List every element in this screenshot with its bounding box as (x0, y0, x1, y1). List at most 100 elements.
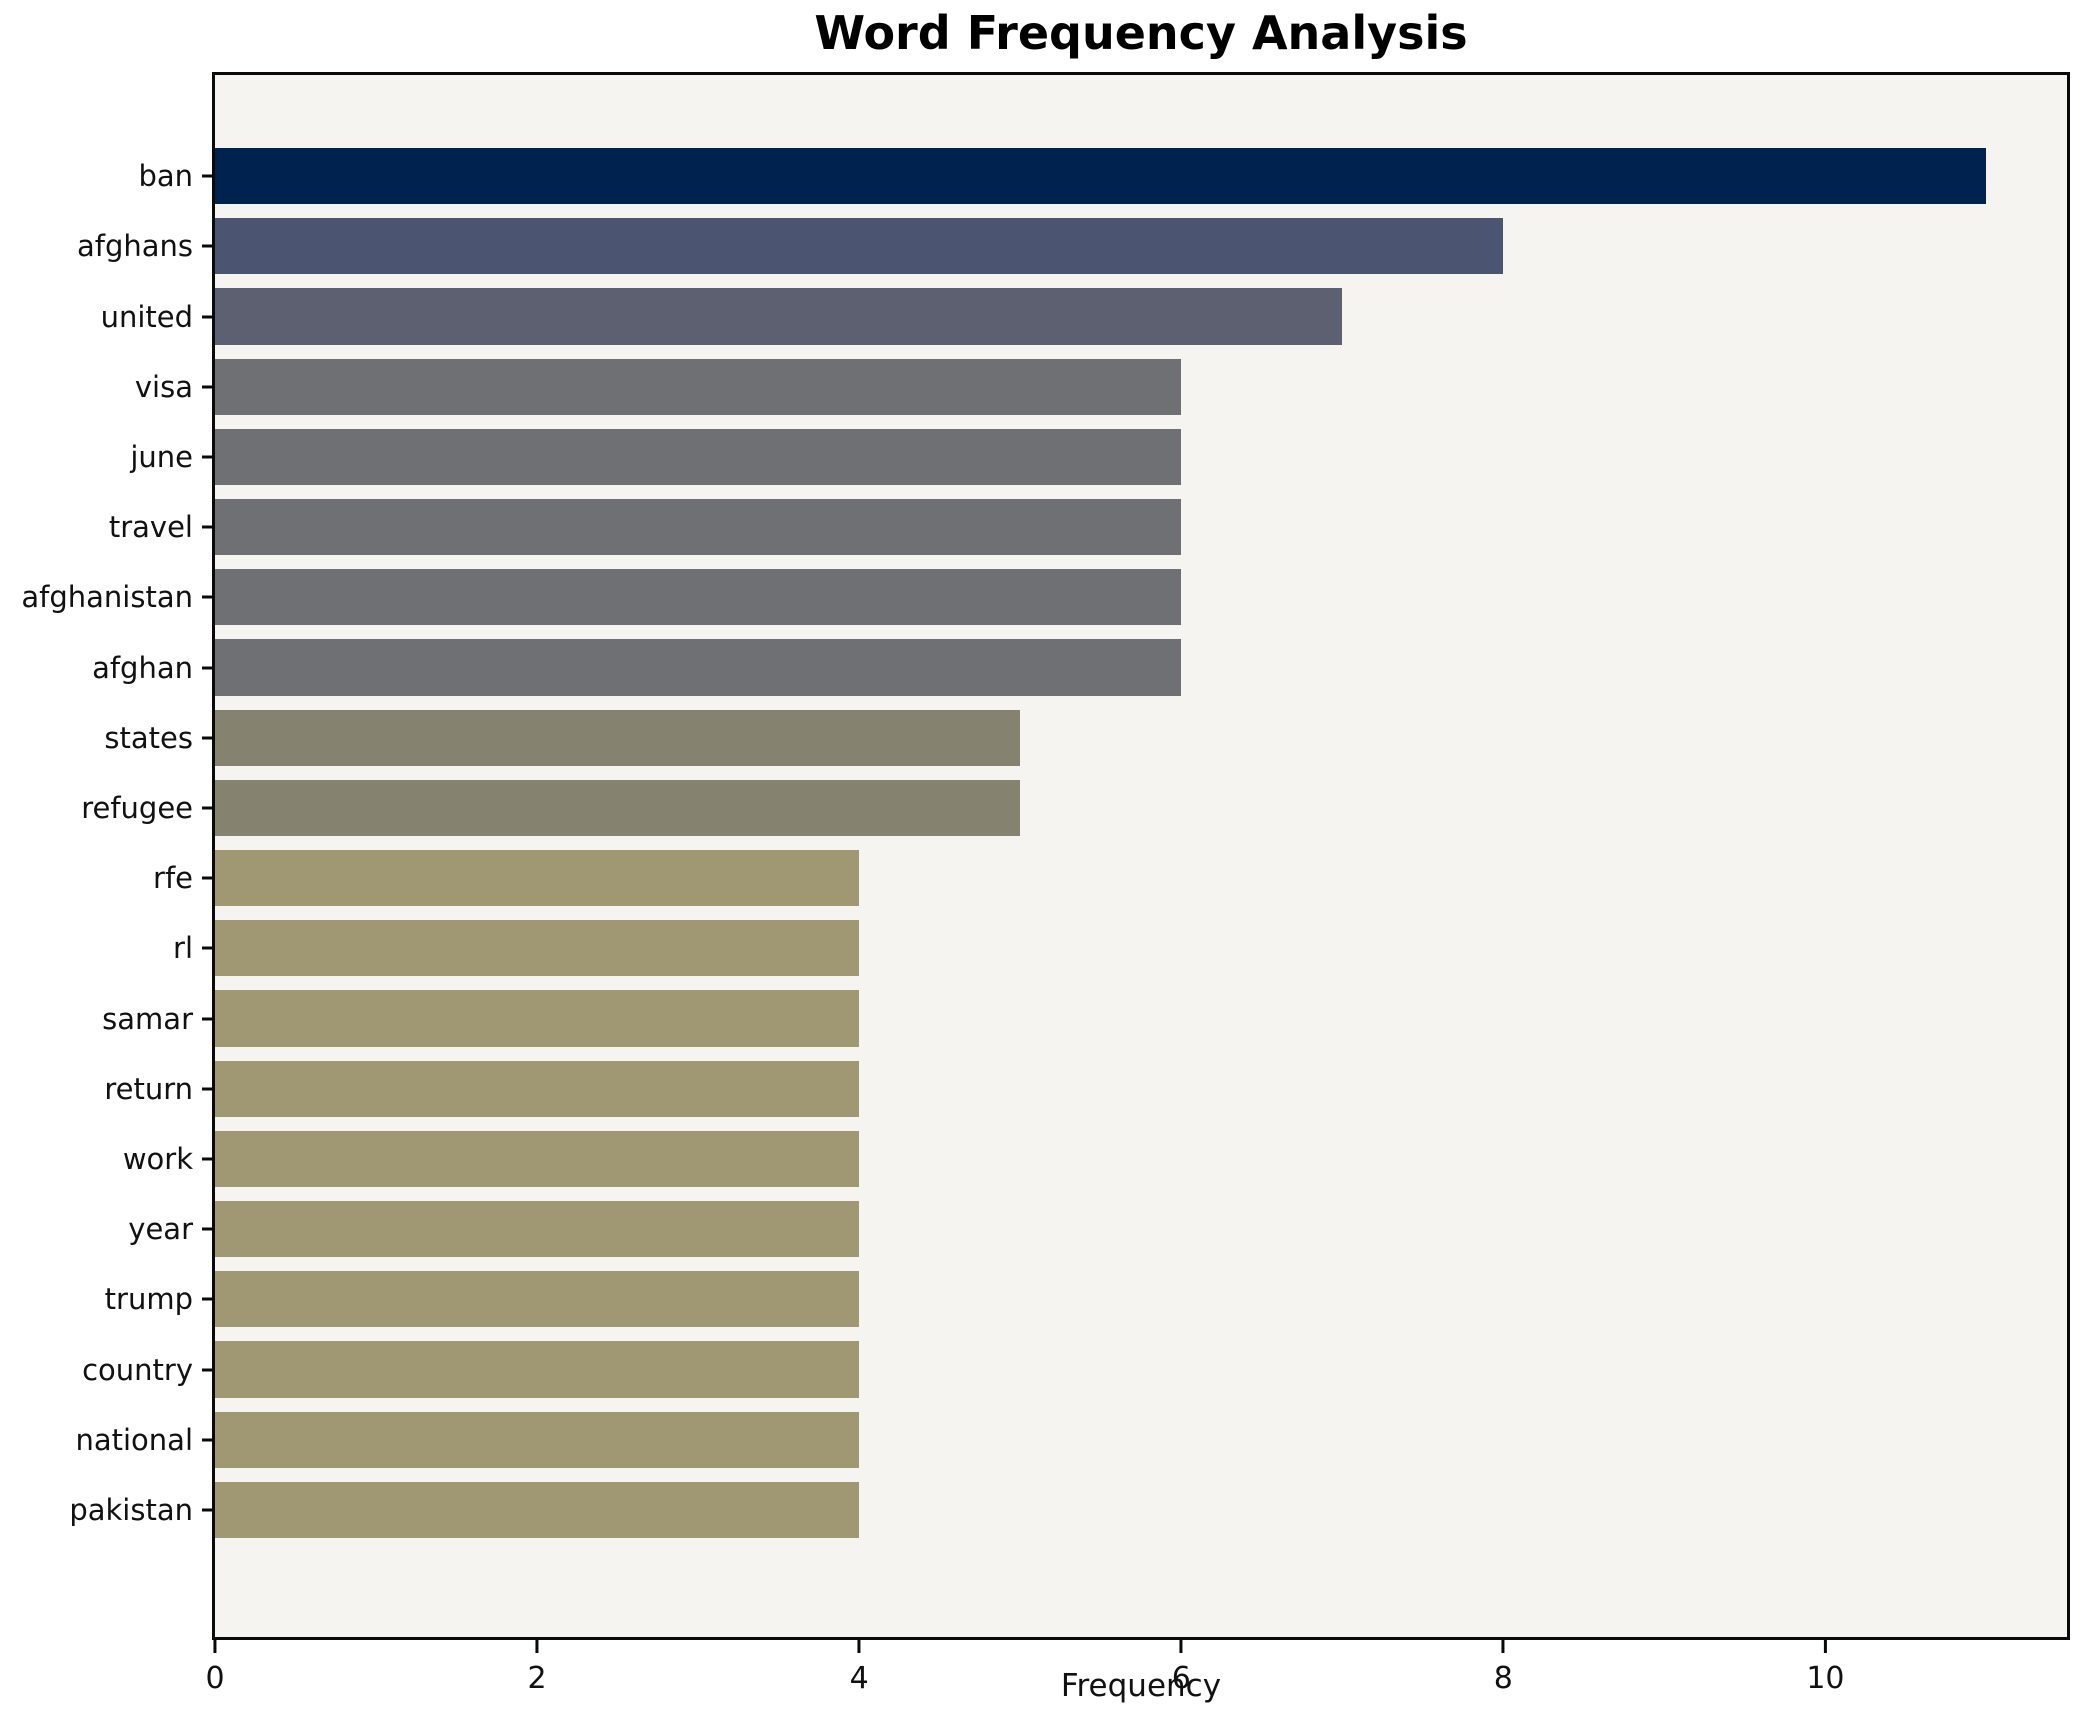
x-tick-mark (1823, 1640, 1827, 1653)
bar-row: ban (138, 141, 2067, 211)
x-tick-label: 8 (1493, 1661, 1513, 1696)
bar-return (215, 1060, 860, 1117)
x-tick-label: 0 (205, 1661, 225, 1696)
bar-row: country (82, 1334, 2067, 1404)
x-tick: 10 (1806, 1640, 1845, 1696)
x-tick: 8 (1494, 1640, 1513, 1696)
y-tick-label: afghanistan (21, 580, 193, 615)
bar-row: refugee (81, 773, 2067, 843)
bar-rows: ban afghans united visa june travel afghanista… (21, 75, 2067, 1637)
y-tick-label: year (128, 1212, 193, 1247)
y-tick-mark (202, 1227, 212, 1231)
bar-afghanistan (215, 569, 1182, 626)
x-tick: 2 (528, 1640, 547, 1696)
x-tick-mark (213, 1640, 217, 1653)
y-tick-mark (202, 315, 212, 318)
bar-refugee (215, 779, 1021, 836)
y-tick-label: samar (102, 1001, 193, 1036)
x-tick-mark (535, 1640, 539, 1653)
y-tick-mark (202, 1157, 212, 1161)
y-tick-label: country (82, 1352, 193, 1387)
y-tick-mark (202, 736, 212, 740)
x-ticks: 0 2 4 6 8 10 (205, 1637, 2067, 1697)
bar-row: national (75, 1405, 2067, 1475)
x-tick-label: 4 (849, 1661, 869, 1696)
plot-area: ban afghans united visa june travel afghanista… (21, 72, 2070, 1696)
bar-june (215, 428, 1182, 485)
y-tick-label: afghan (92, 650, 193, 685)
bar-country (215, 1341, 860, 1398)
y-tick-label: pakistan (69, 1492, 193, 1527)
bar-rfe (215, 850, 860, 907)
bar-row: states (104, 703, 2067, 773)
y-tick-label: united (100, 299, 193, 334)
bar-row: return (104, 1054, 2067, 1124)
bar-row: rl (173, 913, 2067, 983)
y-tick-label: return (104, 1071, 193, 1106)
y-tick-label: work (122, 1141, 193, 1176)
bar-row: rfe (153, 843, 2067, 913)
y-tick-mark (202, 1087, 212, 1091)
bar-row: afghans (77, 211, 2067, 281)
y-tick-mark (202, 455, 212, 459)
bar-states (215, 709, 1021, 766)
x-tick: 6 (1172, 1640, 1191, 1696)
bar-row: visa (135, 352, 2067, 422)
bar-row: united (101, 281, 2067, 351)
bar-ban (215, 148, 1987, 205)
y-tick-mark (202, 244, 212, 248)
x-tick-label: 2 (527, 1661, 547, 1696)
bar-united (215, 288, 1343, 345)
bar-row: work (123, 1124, 2067, 1194)
y-tick-label: rl (173, 931, 193, 966)
y-tick-mark (202, 385, 212, 389)
bar-row: travel (109, 492, 2067, 562)
y-tick-label: national (75, 1422, 193, 1457)
y-tick-label: states (104, 720, 193, 755)
y-tick-label: afghans (76, 229, 193, 264)
y-tick-mark (202, 806, 212, 810)
y-tick-label: visa (134, 369, 193, 404)
bar-pakistan (215, 1481, 860, 1539)
y-tick-mark (202, 666, 212, 670)
x-tick-label: 6 (1171, 1661, 1191, 1696)
x-tick-mark (857, 1640, 861, 1653)
bar-afghans (215, 218, 1504, 275)
x-axis-label: Frequency (1060, 1668, 1222, 1704)
y-tick-label: travel (108, 510, 193, 545)
bar-trump (215, 1271, 860, 1328)
bar-row: afghanistan (21, 562, 2067, 632)
y-tick-label: rfe (153, 861, 193, 896)
y-tick-label: refugee (81, 790, 193, 825)
y-tick-label: ban (138, 159, 193, 194)
y-tick-mark (202, 946, 212, 950)
bar-afghan (215, 639, 1182, 696)
x-tick-mark (1179, 1640, 1183, 1653)
y-tick-label: trump (104, 1282, 193, 1317)
bar-row: afghan (92, 632, 2067, 702)
chart-title: Word Frequency Analysis (814, 6, 1468, 60)
bar-year (215, 1201, 860, 1258)
x-tick-label: 10 (1806, 1661, 1845, 1696)
y-tick-mark (202, 1017, 212, 1021)
x-tick-mark (1501, 1640, 1505, 1653)
bar-rl (215, 920, 860, 977)
y-tick-mark (202, 1438, 212, 1442)
x-tick: 4 (850, 1640, 869, 1696)
y-tick-mark (202, 525, 212, 529)
bar-row: pakistan (69, 1475, 2067, 1545)
y-tick-mark (202, 876, 212, 880)
y-tick-mark (202, 595, 212, 599)
x-tick: 0 (205, 1640, 225, 1696)
bar-row: june (130, 422, 2067, 492)
bar-row: samar (102, 983, 2067, 1053)
bar-travel (215, 499, 1182, 556)
bar-row: year (128, 1194, 2067, 1264)
bar-national (215, 1411, 860, 1468)
y-tick-label: june (130, 439, 193, 474)
y-tick-mark (202, 174, 212, 178)
bar-samar (215, 990, 860, 1047)
bar-visa (215, 358, 1182, 415)
y-tick-mark (202, 1368, 212, 1372)
